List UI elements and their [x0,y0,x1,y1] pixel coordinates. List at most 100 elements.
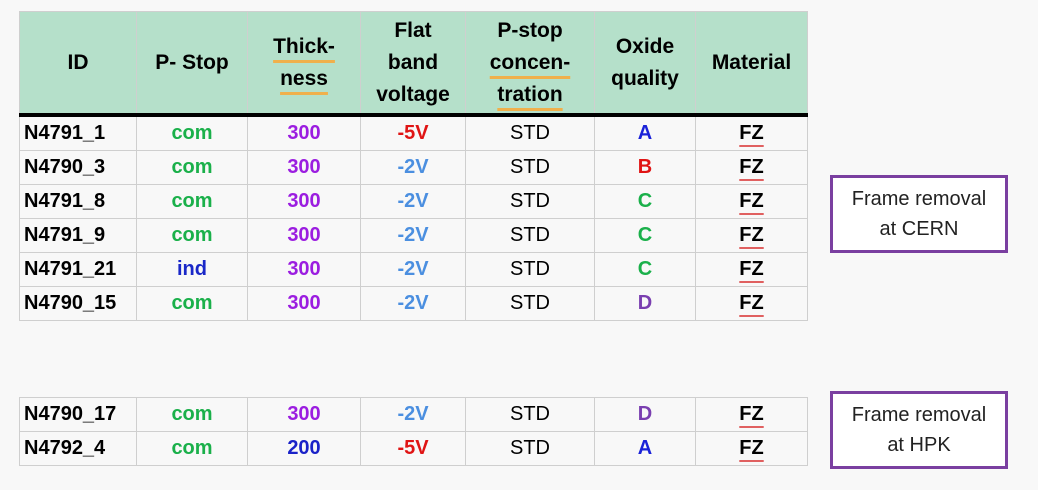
header-id: ID [19,11,137,117]
note-line: Frame removal [851,404,987,426]
cell-material: FZ [695,431,808,466]
cell-material-text: FZ [739,258,764,280]
cell-voltage-text: -2V [397,403,429,425]
cell-voltage: -2V [360,150,466,185]
cell-thickness-text: 300 [287,292,321,314]
note-line: Frame removal [851,188,987,210]
cell-oxide-quality: D [594,286,696,321]
cell-pstop-text: com [171,292,213,314]
table-row: N4791_21 ind 300 -2V STD C FZ [19,252,808,287]
cell-voltage-text: -2V [397,156,429,178]
cell-oxide-quality-text: C [637,190,653,212]
header-pstop: P- Stop [136,11,248,117]
cell-oxide-quality-text: D [637,292,653,314]
cell-voltage-text: -5V [397,122,429,144]
cell-thickness: 300 [247,218,361,253]
cell-pstop: com [136,431,248,466]
cell-voltage: -5V [360,431,466,466]
cell-id-text: N4790_17 [24,403,117,425]
cell-concentration: STD [465,114,595,151]
cell-material: FZ [695,114,808,151]
cell-id: N4790_3 [19,150,137,185]
cell-thickness: 300 [247,286,361,321]
cell-pstop-text: ind [177,258,207,280]
cell-voltage-text: -2V [397,292,429,314]
cell-id: N4790_15 [19,286,137,321]
frame-removal-cern-note: Frame removal at CERN [830,175,1008,253]
cell-oxide-quality-text: C [637,224,653,246]
cell-pstop: com [136,286,248,321]
cell-oxide-quality: A [594,114,696,151]
cell-voltage-text: -2V [397,224,429,246]
cell-concentration: STD [465,150,595,185]
cell-material: FZ [695,286,808,321]
cell-thickness-text: 300 [287,190,321,212]
cell-material-text: FZ [739,122,764,144]
table-row: N4791_9 com 300 -2V STD C FZ [19,218,808,253]
cell-oxide-quality-text: A [637,122,653,144]
cell-id-text: N4791_1 [24,122,106,144]
cell-thickness-text: 300 [287,258,321,280]
cell-oxide-quality: D [594,397,696,432]
cell-voltage-text: -2V [397,258,429,280]
cell-thickness: 300 [247,184,361,219]
cell-id-text: N4791_8 [24,190,106,212]
cell-id: N4791_9 [19,218,137,253]
header-oxide-quality: Oxide quality [594,11,696,117]
cell-voltage: -2V [360,252,466,287]
cell-voltage: -2V [360,286,466,321]
cell-material-text: FZ [739,437,764,459]
cell-concentration-text: STD [510,190,550,212]
cell-material-text: FZ [739,292,764,314]
cell-concentration: STD [465,431,595,466]
header-material: Material [695,11,808,117]
cell-voltage-text: -2V [397,190,429,212]
cell-material-text: FZ [739,190,764,212]
cell-pstop-text: com [171,224,213,246]
cell-concentration: STD [465,286,595,321]
cell-concentration: STD [465,252,595,287]
cell-material: FZ [695,150,808,185]
cell-oxide-quality: C [594,252,696,287]
note-line: at CERN [879,218,959,240]
table-row: N4790_17 com 300 -2V STD D FZ [19,397,808,432]
cell-concentration: STD [465,218,595,253]
table-row: N4792_4 com 200 -5V STD A FZ [19,431,808,466]
cell-thickness-text: 300 [287,122,321,144]
cell-concentration: STD [465,397,595,432]
cell-oxide-quality: C [594,218,696,253]
cell-concentration-text: STD [510,156,550,178]
cell-id: N4791_21 [19,252,137,287]
cell-oxide-quality: A [594,431,696,466]
cell-material-text: FZ [739,403,764,425]
header-thickness: Thick-ness [247,11,361,117]
cell-oxide-quality: C [594,184,696,219]
cell-pstop-text: com [171,156,213,178]
table-row: N4790_15 com 300 -2V STD D FZ [19,286,808,321]
cell-pstop: com [136,114,248,151]
cell-id-text: N4790_3 [24,156,106,178]
cell-pstop: com [136,150,248,185]
cell-concentration-text: STD [510,122,550,144]
cell-concentration-text: STD [510,292,550,314]
cell-id-text: N4791_21 [24,258,117,280]
frame-removal-hpk-note: Frame removal at HPK [830,391,1008,469]
table-row: N4791_8 com 300 -2V STD C FZ [19,184,808,219]
cell-voltage: -2V [360,184,466,219]
header-pstop-concentration: P-stop concen-tration [465,11,595,117]
cell-thickness-text: 300 [287,224,321,246]
sensor-table-cern: ID P- Stop Thick-ness Flat band voltage P-… [19,11,808,321]
cell-thickness: 300 [247,114,361,151]
cell-oxide-quality-text: A [637,437,653,459]
cell-material: FZ [695,184,808,219]
cell-oxide-quality-text: C [637,258,653,280]
cell-pstop-text: com [171,190,213,212]
table-row: N4790_3 com 300 -2V STD B FZ [19,150,808,185]
cell-voltage: -5V [360,114,466,151]
cell-pstop: com [136,184,248,219]
cell-id: N4790_17 [19,397,137,432]
cell-material-text: FZ [739,224,764,246]
cell-concentration-text: STD [510,224,550,246]
cell-pstop-text: com [171,403,213,425]
cell-thickness: 300 [247,150,361,185]
